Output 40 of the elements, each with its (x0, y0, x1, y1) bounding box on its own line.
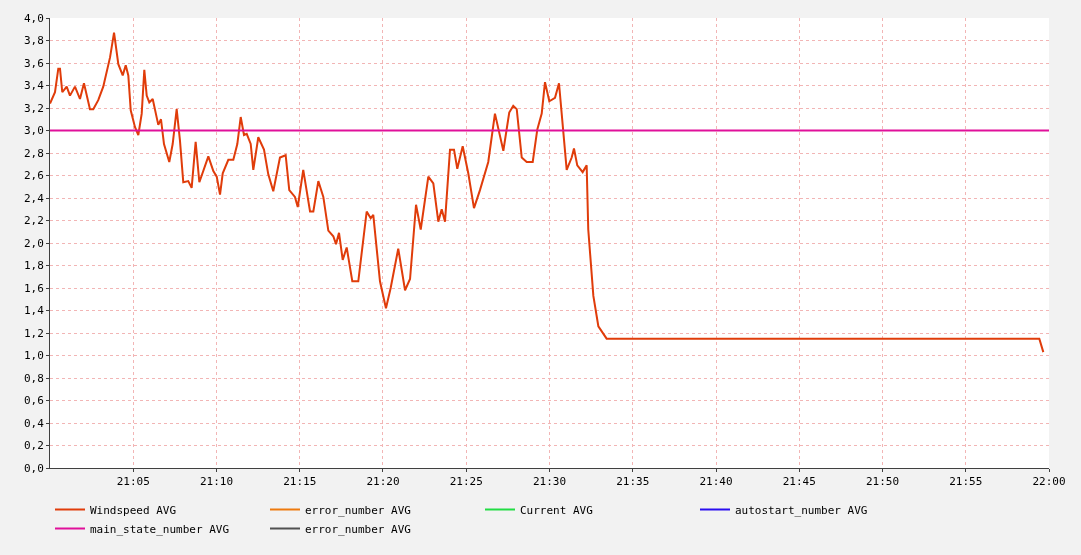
y-tick-label: 2,2 (23, 214, 44, 228)
x-tick-label: 21:35 (616, 475, 650, 489)
y-tick-label: 4,0 (23, 11, 44, 25)
x-tick-label: 21:55 (949, 475, 983, 489)
y-tick-label: 3,2 (23, 101, 44, 115)
y-tick-label: 2,4 (23, 191, 45, 205)
legend-label: error_number AVG (305, 522, 411, 536)
y-tick-label: 0,4 (23, 416, 45, 430)
y-tick-label: 3,0 (23, 124, 44, 138)
y-tick-label: 3,6 (23, 56, 44, 70)
x-tick-label: 21:25 (449, 475, 483, 489)
legend-label: main_state_number AVG (90, 522, 230, 536)
y-tick-label: 0,6 (23, 394, 44, 408)
y-tick-label: 2,6 (23, 169, 44, 183)
x-tick-label: 21:40 (699, 475, 733, 489)
legend-label: error_number AVG (305, 503, 411, 517)
y-tick-label: 1,8 (23, 259, 44, 273)
y-tick-label: 0,8 (23, 371, 44, 385)
y-tick-label: 1,0 (23, 349, 44, 363)
legend-label: autostart_number AVG (735, 503, 868, 517)
x-tick-label: 21:20 (366, 475, 400, 489)
y-tick-label: 0,2 (23, 439, 44, 453)
x-tick-label: 22:00 (1032, 475, 1066, 489)
x-tick-label: 21:50 (865, 475, 900, 489)
x-tick-label: 21:45 (782, 475, 816, 489)
y-tick-label: 1,6 (23, 281, 44, 295)
legend-label: Windspeed AVG (90, 503, 177, 517)
legend-label: Current AVG (520, 503, 593, 517)
line-series (50, 31, 1045, 354)
y-tick-label: 1,4 (23, 304, 45, 318)
x-tick-label: 21:15 (283, 475, 317, 489)
y-tick-label: 2,8 (23, 146, 44, 160)
y-tick-label: 3,4 (23, 79, 45, 93)
y-tick-label: 1,2 (23, 326, 44, 340)
x-tick-label: 21:10 (199, 475, 234, 489)
x-tick-label: 21:05 (116, 475, 150, 489)
y-tick-label: 2,0 (23, 236, 44, 250)
x-tick-label: 21:30 (532, 475, 567, 489)
y-tick-label: 3,8 (23, 34, 44, 48)
y-tick-label: 0,0 (23, 461, 44, 475)
